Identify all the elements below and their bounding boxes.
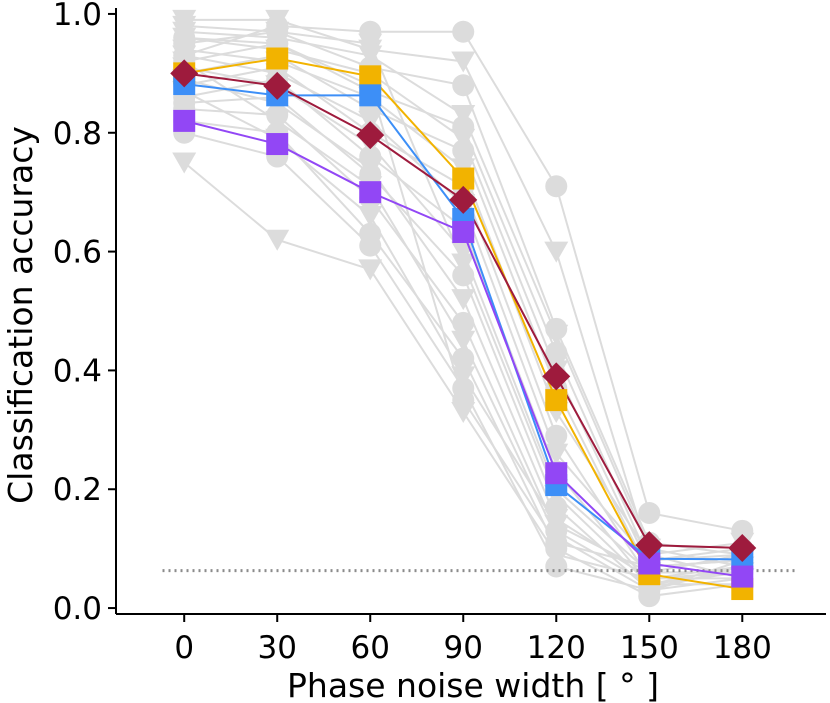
x-tick-label: 60 bbox=[351, 630, 390, 666]
background-series-point bbox=[545, 341, 568, 364]
x-tick-label: 0 bbox=[174, 630, 194, 666]
background-series-point bbox=[173, 26, 196, 49]
series-point-purple bbox=[359, 181, 382, 204]
background-series-point bbox=[265, 9, 290, 31]
series-point-orange bbox=[266, 47, 289, 70]
series-point-purple bbox=[638, 552, 661, 575]
background-series-point bbox=[452, 139, 475, 162]
background-series-point bbox=[451, 253, 476, 275]
y-axis-title: Classification accuracy bbox=[1, 126, 40, 504]
background-series-point bbox=[451, 366, 476, 388]
x-axis-title: Phase noise width [ ° ] bbox=[287, 666, 659, 703]
background-series-point bbox=[451, 289, 476, 311]
background-series-point bbox=[544, 443, 569, 465]
y-tick-label: 0.0 bbox=[53, 591, 102, 627]
series-point-purple bbox=[452, 220, 475, 243]
background-series-point bbox=[358, 45, 383, 67]
background-series-point bbox=[544, 514, 569, 536]
series-point-crimson bbox=[728, 534, 757, 563]
x-tick-label: 30 bbox=[257, 630, 296, 666]
background-series-point bbox=[451, 330, 476, 352]
x-tick-label: 150 bbox=[620, 630, 679, 666]
series-point-blue bbox=[359, 84, 382, 107]
background-series-point bbox=[172, 15, 197, 37]
background-series-point bbox=[265, 110, 290, 132]
series-point-purple bbox=[731, 565, 754, 588]
background-series-point bbox=[358, 158, 383, 180]
background-series-point bbox=[452, 74, 475, 97]
background-series-point bbox=[451, 128, 476, 150]
background-series-point bbox=[452, 389, 475, 412]
background-series-point bbox=[452, 347, 475, 370]
background-series-point bbox=[545, 175, 568, 198]
series-point-crimson bbox=[542, 362, 571, 391]
series-point-orange bbox=[545, 389, 568, 412]
background-series-point bbox=[638, 502, 661, 524]
series-point-purple bbox=[545, 462, 568, 485]
series-point-purple bbox=[266, 133, 289, 156]
y-tick-label: 0.4 bbox=[53, 353, 102, 389]
background-series-point bbox=[358, 259, 383, 281]
background-series-group bbox=[172, 9, 755, 608]
background-series-point bbox=[545, 531, 568, 554]
background-series-point bbox=[452, 264, 475, 287]
series-point-purple bbox=[173, 109, 196, 132]
background-series-point bbox=[544, 241, 569, 263]
series-point-crimson bbox=[356, 121, 385, 150]
background-series-point bbox=[359, 234, 382, 257]
background-series-point bbox=[544, 324, 569, 346]
background-series-point bbox=[265, 229, 290, 251]
series-point-crimson bbox=[449, 185, 478, 214]
series-point-crimson bbox=[170, 59, 199, 88]
background-series-point bbox=[452, 311, 475, 334]
series-point-orange bbox=[452, 167, 475, 190]
background-series-point bbox=[358, 205, 383, 227]
background-series-point bbox=[452, 20, 475, 43]
x-tick-label: 180 bbox=[713, 630, 772, 666]
series-point-crimson bbox=[635, 531, 664, 560]
highlighted-series-group bbox=[170, 47, 757, 601]
axis-ticks: 0.0 0.2 0.4 0.6 0.8 1.0 0 30 60 90 120 150 180 bbox=[53, 0, 772, 666]
background-series-point bbox=[172, 152, 197, 174]
background-series-point bbox=[265, 21, 290, 43]
background-series-point bbox=[358, 33, 383, 55]
x-tick-label: 120 bbox=[527, 630, 586, 666]
y-tick-label: 0.8 bbox=[53, 116, 102, 152]
background-series-point bbox=[451, 51, 476, 73]
series-point-orange bbox=[359, 65, 382, 88]
background-series-point bbox=[451, 104, 476, 126]
x-tick-label: 90 bbox=[444, 630, 483, 666]
series-point-crimson bbox=[263, 71, 292, 100]
y-tick-label: 1.0 bbox=[53, 0, 102, 33]
y-tick-label: 0.6 bbox=[53, 235, 102, 271]
y-tick-label: 0.2 bbox=[53, 472, 102, 508]
background-series-point bbox=[545, 424, 568, 447]
background-series-point bbox=[545, 555, 568, 578]
